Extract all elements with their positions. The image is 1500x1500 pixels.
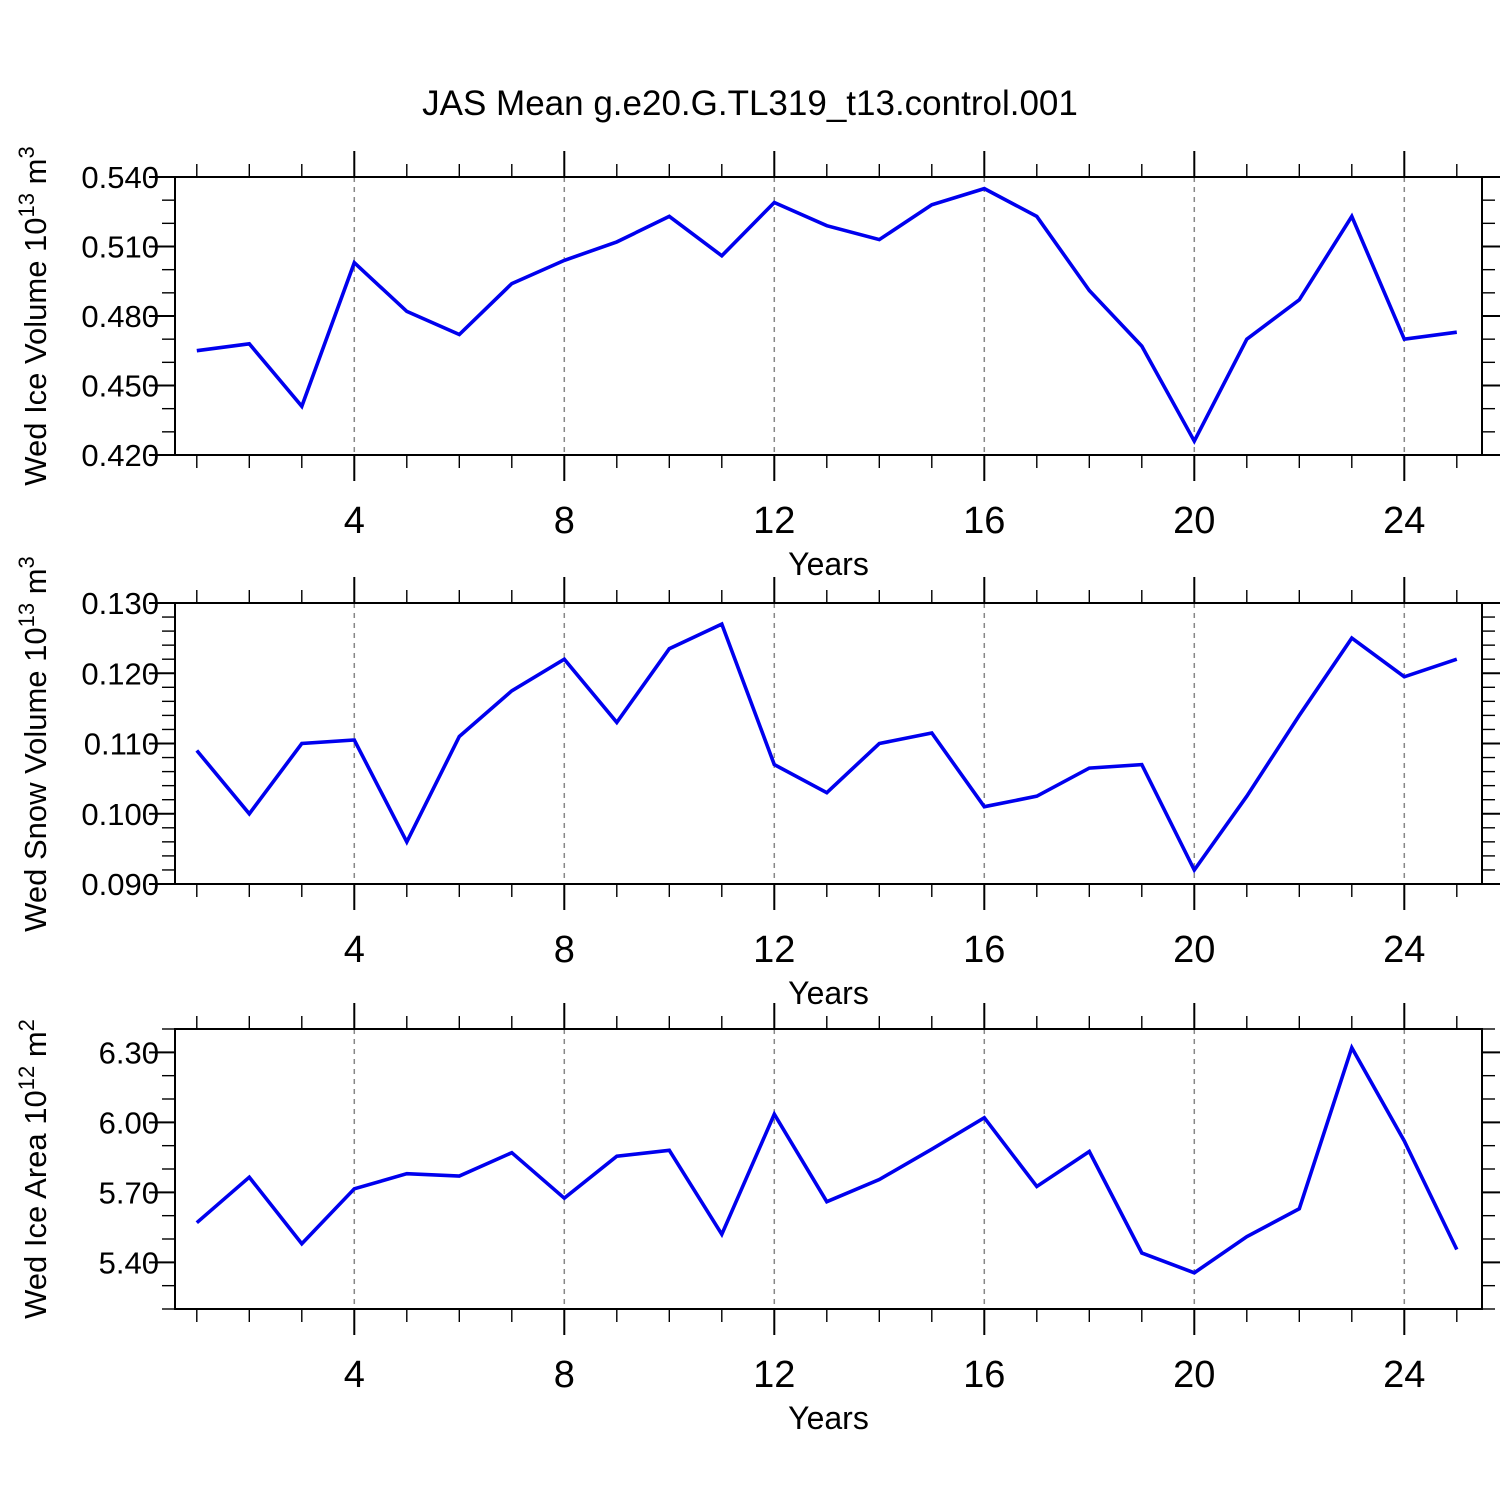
- ylabel-text: Wed Snow Volume 10: [18, 626, 53, 932]
- x-tick-label: 8: [554, 1354, 575, 1396]
- y-tick-label: 6.30: [99, 1035, 159, 1070]
- x-tick-label: 16: [963, 500, 1005, 542]
- ylabel-text: m: [18, 1031, 53, 1066]
- ylabel-superscript: 3: [14, 146, 39, 159]
- y-tick-label: 0.130: [81, 586, 159, 621]
- x-tick-label: 4: [344, 500, 365, 542]
- y-tick-label: 0.120: [81, 656, 159, 691]
- y-tick-label: 0.510: [81, 230, 159, 265]
- y-tick-label: 6.00: [99, 1105, 159, 1140]
- y-tick-label: 0.090: [81, 867, 159, 902]
- y-tick-label: 0.480: [81, 299, 159, 334]
- ylabel-superscript: 12: [14, 1065, 39, 1091]
- ylabel-superscript: 3: [14, 555, 39, 568]
- ylabel-text: Wed Ice Volume 10: [18, 217, 53, 486]
- ylabel-superscript: 13: [14, 602, 39, 627]
- y-tick-label: 0.110: [84, 727, 159, 762]
- panel-wed-ice-area: 5.40 5.70 6.00 6.30 4 8 12 16 20 24: [99, 1003, 1500, 1396]
- x-tick-label: 20: [1173, 1354, 1215, 1396]
- x-tick-label: 20: [1173, 500, 1215, 542]
- y-tick-label: 5.40: [99, 1245, 159, 1280]
- y-tick-label: 0.100: [81, 797, 159, 832]
- x-tick-label: 12: [753, 1354, 795, 1396]
- wed-snow-volume-series-line: [195, 621, 1458, 874]
- x-tick-label: 24: [1383, 1354, 1425, 1396]
- x-axis-label-years-panel2: Years: [788, 975, 869, 1011]
- x-tick-label: 24: [1383, 929, 1425, 971]
- y-tick-label: 5.70: [99, 1175, 159, 1210]
- wed-ice-area-series-line: [195, 1043, 1459, 1275]
- chart-title: JAS Mean g.e20.G.TL319_t13.control.001: [422, 84, 1078, 123]
- x-tick-label: 12: [753, 500, 795, 542]
- panel-border: [174, 1028, 1483, 1310]
- ylabel-text: m: [18, 158, 53, 193]
- x-tick-label: 16: [963, 1354, 1005, 1396]
- x-axis-label-years-panel1: Years: [788, 546, 869, 582]
- panel-wed-ice-volume: 0.420 0.450 0.480 0.510 0.540 4 8 12 16 20 24: [81, 151, 1500, 542]
- y-axis-label-ice-volume: Wed Ice Volume 1013 m3: [14, 66, 56, 566]
- y-tick-label: 0.540: [81, 160, 159, 195]
- panel-wed-snow-volume: 0.090 0.100 0.110 0.120 0.130 4 8 12 16 20 24: [81, 577, 1500, 971]
- x-axis-label-years-panel3: Years: [788, 1400, 869, 1436]
- x-tick-label: 4: [344, 1354, 365, 1396]
- wed-ice-volume-series-line: [196, 186, 1458, 445]
- x-tick-label: 12: [753, 929, 795, 971]
- y-tick-label: 0.420: [81, 438, 159, 473]
- ylabel-superscript: 2: [14, 1019, 39, 1032]
- y-tick-label: 0.450: [81, 369, 159, 404]
- x-tick-label: 24: [1383, 500, 1425, 542]
- panel-border: [174, 176, 1483, 456]
- ylabel-superscript: 13: [14, 192, 39, 218]
- panel-border: [174, 602, 1483, 885]
- ylabel-text: m: [18, 567, 53, 603]
- ylabel-text: Wed Ice Area 10: [18, 1090, 53, 1319]
- x-tick-label: 16: [963, 929, 1005, 971]
- x-tick-label: 8: [554, 929, 575, 971]
- x-tick-label: 20: [1173, 929, 1215, 971]
- x-tick-label: 8: [554, 500, 575, 542]
- y-axis-label-ice-area: Wed Ice Area 1012 m2: [14, 919, 56, 1419]
- x-tick-label: 4: [344, 929, 365, 971]
